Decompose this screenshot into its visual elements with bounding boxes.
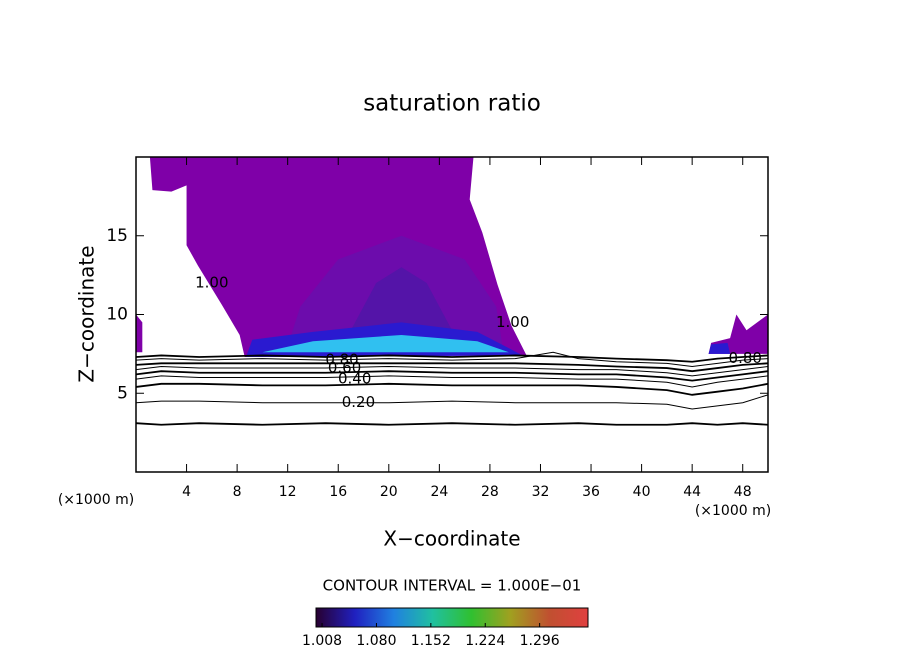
filled-region [262, 334, 509, 353]
x-tick-label: 28 [481, 484, 499, 500]
colorbar-tick-label: 1.008 [302, 633, 342, 649]
contour-label: 0.80 [325, 351, 358, 369]
chart-title: saturation ratio [363, 91, 541, 117]
filled-region [350, 267, 452, 331]
contour-label: 0.20 [342, 393, 375, 411]
colorbar-tick-label: 1.224 [465, 633, 505, 649]
x-tick-label: 40 [633, 484, 651, 500]
contour-label: 0.40 [338, 370, 371, 388]
x-tick-label: 44 [683, 484, 701, 500]
contour-line [136, 394, 768, 410]
colorbar-tick-label: 1.296 [520, 633, 560, 649]
y-axis-label: Z−coordinate [75, 245, 99, 382]
x-tick-label: 4 [182, 484, 191, 500]
colorbar-tick-label: 1.152 [411, 633, 451, 649]
x-tick-label: 16 [329, 484, 347, 500]
contour-interval: CONTOUR INTERVAL = 1.000E−01 [323, 577, 582, 595]
contour-line [136, 354, 768, 363]
contour-line [136, 382, 768, 396]
contour-label: 0.80 [729, 349, 762, 367]
contour-line [136, 365, 768, 377]
contour-line [136, 375, 768, 388]
x-tick-label: 24 [430, 484, 448, 500]
x-tick-label: 8 [233, 484, 242, 500]
plot-area: 1.001.000.800.600.400.200.80 [136, 157, 768, 426]
colorbar-tick-label: 1.080 [356, 633, 396, 649]
x-unit-label: (×1000 m) [695, 503, 771, 519]
x-tick-label: 32 [532, 484, 550, 500]
contour-line [136, 422, 768, 426]
contour-label: 1.00 [195, 274, 228, 292]
x-tick-label: 20 [380, 484, 398, 500]
y-tick-label: 5 [117, 383, 128, 403]
contour-label: 1.00 [496, 313, 529, 331]
y-tick-label: 15 [106, 226, 128, 246]
colorbar [315, 607, 589, 628]
y-tick-label: 10 [106, 305, 128, 325]
contour-line [136, 370, 768, 382]
filled-region [708, 342, 731, 354]
y-unit-label: (×1000 m) [58, 492, 134, 508]
filled-region [136, 314, 143, 353]
x-tick-label: 36 [582, 484, 600, 500]
x-tick-label: 12 [279, 484, 297, 500]
contour-label: 0.60 [328, 359, 361, 377]
x-axis-label: X−coordinate [383, 527, 520, 551]
contour-line [136, 362, 768, 373]
x-tick-label: 48 [734, 484, 752, 500]
